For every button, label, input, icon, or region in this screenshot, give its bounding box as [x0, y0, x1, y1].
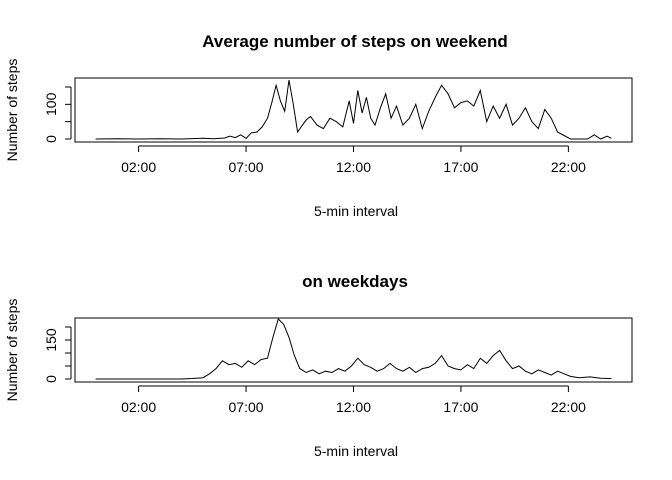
- y-axis-label: Number of steps: [4, 59, 20, 162]
- y-tick-label: 150: [43, 328, 59, 352]
- panel-weekend: Average number of steps on weekend 0100 …: [4, 32, 633, 219]
- x-tick-label: 12:00: [336, 399, 371, 415]
- x-tick-label: 07:00: [229, 399, 264, 415]
- panel-weekdays: on weekdays 0 150 02:00 07:00 12:00 17:00 22:…: [4, 272, 633, 459]
- y-tick-label: 0: [43, 375, 59, 383]
- series-line-weekdays: [95, 318, 612, 380]
- plot-box: [74, 317, 633, 383]
- chart-title: on weekdays: [302, 272, 408, 291]
- plot-box: [74, 77, 633, 143]
- x-tick-label: 17:00: [443, 159, 478, 175]
- x-tick-label: 12:00: [336, 159, 371, 175]
- x-axis-label: 5-min interval: [314, 443, 398, 459]
- x-tick-label: 22:00: [551, 159, 586, 175]
- series-line-weekend: [95, 80, 612, 140]
- x-tick-label: 22:00: [551, 399, 586, 415]
- x-tick-label: 07:00: [229, 159, 264, 175]
- x-tick-label: 02:00: [121, 159, 156, 175]
- y-tick-label: 0: [43, 135, 59, 143]
- x-axis: 02:00 07:00 12:00 17:00 22:00: [121, 385, 586, 415]
- y-axis-label: Number of steps: [4, 299, 20, 402]
- x-tick-label: 02:00: [121, 399, 156, 415]
- x-axis: 02:00 07:00 12:00 17:00 22:00: [121, 145, 586, 175]
- chart-title: Average number of steps on weekend: [202, 32, 507, 51]
- x-tick-label: 17:00: [443, 399, 478, 415]
- x-axis-label: 5-min interval: [314, 203, 398, 219]
- y-tick-label: 100: [43, 92, 59, 116]
- y-axis: 0 150: [43, 326, 72, 383]
- y-axis: 0 100: [43, 86, 72, 143]
